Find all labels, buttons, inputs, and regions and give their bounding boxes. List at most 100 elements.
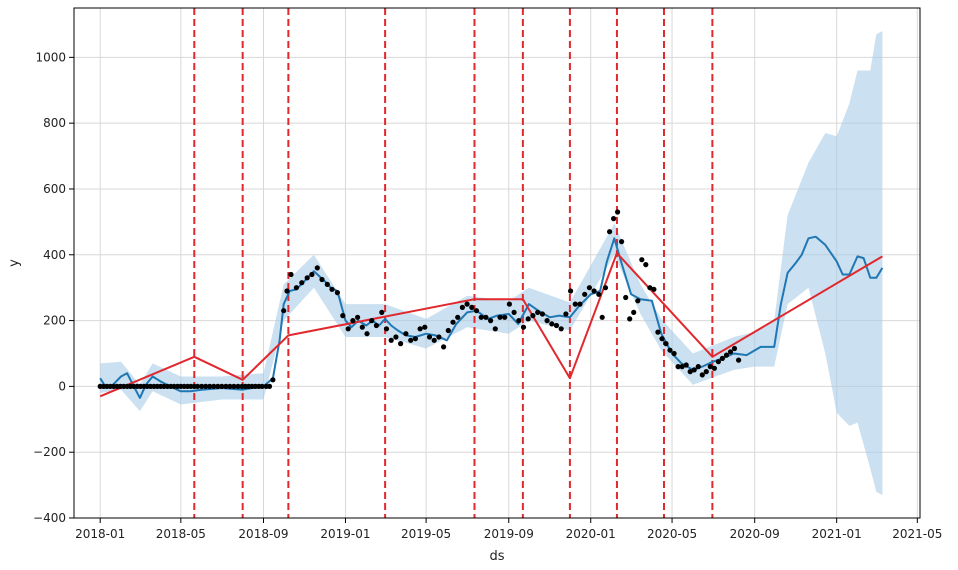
observed-point <box>572 301 578 307</box>
observed-point <box>723 352 730 358</box>
observed-point <box>663 341 669 347</box>
observed-point <box>299 280 305 286</box>
observed-point <box>711 365 718 371</box>
x-tick-label: 2019-05 <box>401 527 451 541</box>
observed-point <box>199 383 205 389</box>
x-tick-label: 2018-01 <box>75 527 125 541</box>
observed-points <box>97 209 742 389</box>
observed-point <box>558 326 564 332</box>
observed-point <box>441 344 447 350</box>
observed-point <box>340 313 346 319</box>
observed-point <box>492 326 498 332</box>
observed-point <box>611 216 617 222</box>
observed-point <box>488 318 494 324</box>
observed-point <box>227 383 233 389</box>
observed-point <box>719 355 726 361</box>
observed-point <box>455 314 461 320</box>
observed-point <box>659 336 665 342</box>
y-tick-label: 1000 <box>35 50 66 64</box>
x-tick-label: 2020-01 <box>566 527 616 541</box>
observed-point <box>530 313 536 319</box>
x-tick-label: 2021-01 <box>812 527 862 541</box>
observed-point <box>506 301 512 307</box>
observed-point <box>288 271 294 278</box>
observed-point <box>403 331 409 337</box>
observed-point <box>619 239 625 245</box>
observed-point <box>568 288 574 294</box>
y-tick-label: 600 <box>43 182 66 196</box>
x-axis-ticks: 2018-01 2018-05 2018-09 2019-01 2019-05 2019-… <box>75 518 942 541</box>
observed-point <box>675 364 681 370</box>
observed-point <box>699 372 705 378</box>
observed-point <box>520 324 527 330</box>
observed-point <box>398 341 404 347</box>
observed-point <box>544 318 550 324</box>
observed-point <box>445 327 451 334</box>
x-tick-label: 2018-05 <box>156 527 206 541</box>
observed-point <box>671 350 677 357</box>
x-tick-label: 2020-05 <box>647 527 697 541</box>
observed-point <box>259 383 265 389</box>
observed-point <box>393 334 399 340</box>
observed-point <box>219 383 225 389</box>
x-tick-label: 2019-01 <box>320 527 370 541</box>
observed-point <box>516 318 522 324</box>
observed-point <box>203 383 209 389</box>
observed-point <box>345 326 351 332</box>
observed-point <box>473 308 480 314</box>
observed-point <box>577 301 583 307</box>
forecast-line-layer <box>99 235 884 399</box>
observed-point <box>359 324 365 330</box>
changepoint-lines <box>193 8 714 518</box>
uncertainty-band-layer <box>100 31 883 495</box>
observed-point <box>329 286 335 292</box>
observed-point <box>223 383 229 389</box>
observed-point <box>355 314 361 320</box>
observed-point <box>497 314 503 320</box>
observed-point <box>667 347 673 353</box>
observed-point <box>596 291 602 297</box>
observed-point <box>553 322 560 329</box>
observed-point <box>207 383 213 389</box>
observed-point <box>459 304 465 310</box>
observed-point <box>431 337 437 343</box>
y-axis-ticks: −400 −200 0 200 400 600 800 1000 <box>33 50 74 525</box>
y-tick-label: 200 <box>43 314 66 328</box>
y-tick-label: 800 <box>43 116 66 130</box>
observed-point <box>549 321 555 327</box>
observed-point <box>736 357 742 363</box>
observed-point <box>293 285 299 291</box>
x-tick-label: 2019-09 <box>484 527 534 541</box>
observed-point <box>602 285 609 291</box>
observed-point <box>635 298 641 304</box>
observed-point <box>319 276 325 283</box>
observed-point <box>639 257 645 263</box>
uncertainty-band <box>100 31 883 495</box>
observed-point <box>631 309 637 315</box>
y-tick-label: −400 <box>33 511 66 525</box>
observed-point <box>373 322 379 329</box>
x-tick-label: 2020-09 <box>730 527 780 541</box>
observed-point <box>586 285 593 291</box>
observed-point <box>687 369 693 375</box>
observed-point <box>284 288 290 294</box>
observed-point <box>478 314 484 320</box>
observed-point <box>591 288 597 294</box>
observed-point <box>707 364 713 370</box>
observed-point <box>334 290 340 296</box>
plot-frame <box>73 7 921 519</box>
observed-point <box>715 359 722 365</box>
observed-point <box>450 319 456 325</box>
observed-point <box>422 324 428 330</box>
observed-point <box>270 377 276 383</box>
x-tick-label: 2018-09 <box>238 527 288 541</box>
observed-point <box>511 309 517 315</box>
observed-point <box>195 383 201 389</box>
y-tick-label: 0 <box>58 379 66 393</box>
observed-point <box>647 285 653 291</box>
trend-line-layer <box>99 252 883 398</box>
observed-point <box>304 275 310 281</box>
observed-point <box>679 364 685 370</box>
observed-point <box>695 364 701 370</box>
